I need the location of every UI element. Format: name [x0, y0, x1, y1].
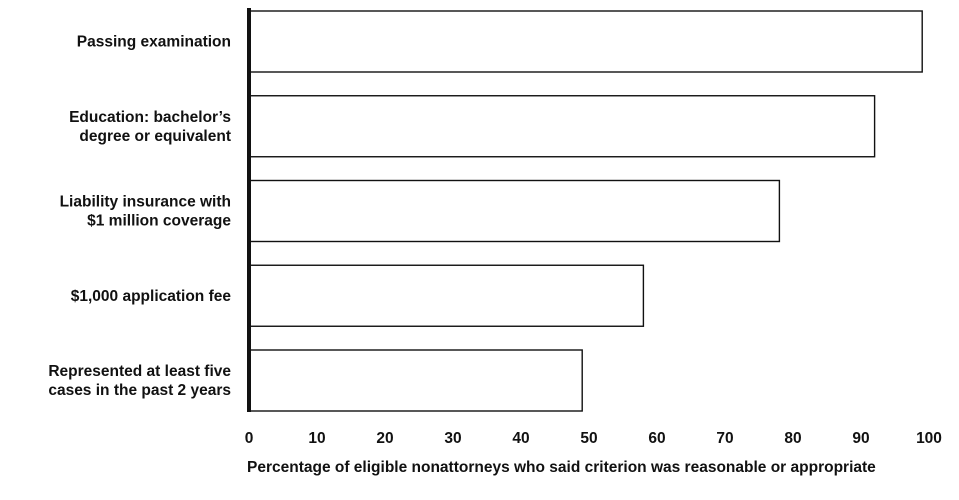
bar: [248, 179, 781, 243]
bars: [248, 10, 923, 412]
x-axis-label: Percentage of eligible nonattorneys who …: [247, 459, 876, 476]
x-tick-label: 70: [716, 430, 733, 447]
bar: [248, 95, 876, 158]
x-tick-label: 100: [916, 430, 942, 447]
x-tick-label: 40: [512, 430, 529, 447]
x-tick-label: 80: [784, 430, 801, 447]
category-labels: Passing examination Education: bachelor’s…: [48, 34, 231, 400]
x-tick-label: 90: [852, 430, 869, 447]
bar: [248, 10, 923, 73]
bar: [248, 264, 645, 327]
x-tick-label: 50: [580, 430, 597, 447]
bar: [248, 349, 583, 412]
x-tick-label: 30: [444, 430, 461, 447]
x-tick-label: 10: [308, 430, 325, 447]
x-tick-label: 60: [648, 430, 665, 447]
category-label: $1,000 application fee: [71, 288, 232, 305]
category-label: Education: bachelor’s degree or equivalen…: [69, 109, 231, 145]
category-label: Liability insurance with $1 million cover…: [60, 194, 232, 230]
x-tick-label: 20: [376, 430, 393, 447]
x-tick-label: 0: [245, 430, 254, 447]
category-label: Represented at least five cases in the pa…: [48, 363, 231, 399]
category-label: Passing examination: [77, 34, 231, 51]
x-tick-labels: 0 10 20 30 40 50 60 70 80 90 100: [245, 430, 942, 447]
